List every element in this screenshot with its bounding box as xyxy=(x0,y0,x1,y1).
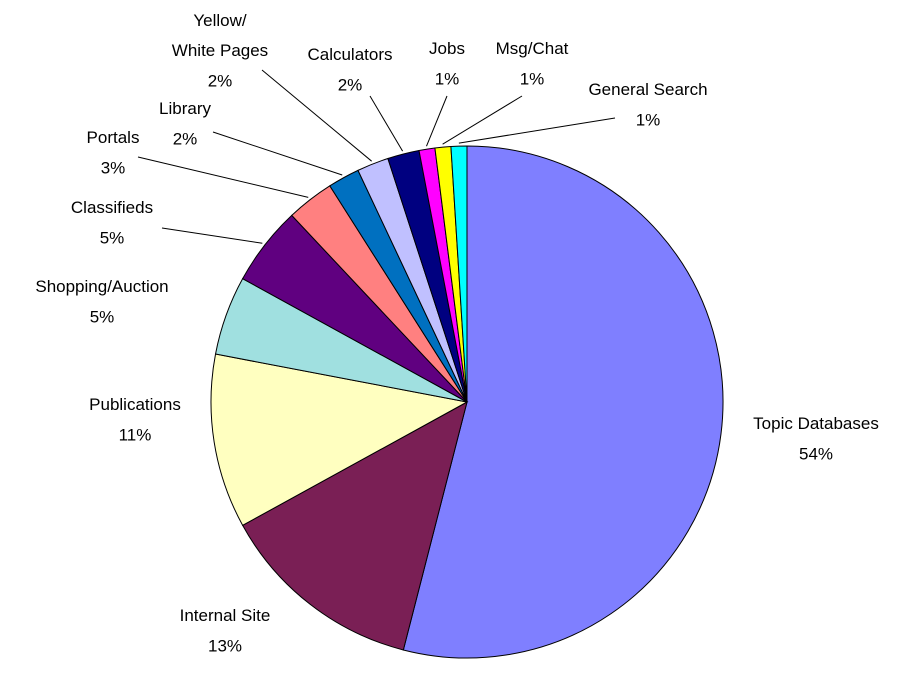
slice-value-label: 54% xyxy=(799,444,833,463)
slice-value-label: 5% xyxy=(100,228,125,247)
slice-value-label: 1% xyxy=(520,69,545,88)
slice-value-label: 2% xyxy=(338,75,363,94)
slice-value-label: 13% xyxy=(208,636,242,655)
leader-line xyxy=(458,117,616,144)
slice-label: Yellow/White Pages xyxy=(172,11,268,60)
slice-label: Library xyxy=(159,99,211,118)
leader-line xyxy=(137,156,309,198)
slice-label: Shopping/Auction xyxy=(35,277,168,296)
slice-value-label: 1% xyxy=(435,69,460,88)
leader-line xyxy=(212,131,343,176)
slice-label: Topic Databases xyxy=(753,414,879,433)
slice-value-label: 2% xyxy=(173,129,198,148)
slice-label: General Search xyxy=(588,80,707,99)
pie-slice xyxy=(210,353,469,527)
slice-value-label: 2% xyxy=(208,71,233,90)
slice-label: Publications xyxy=(89,395,181,414)
pie-slice xyxy=(241,401,468,651)
slice-value-label: 1% xyxy=(636,110,661,129)
leader-line xyxy=(442,95,523,145)
leader-line xyxy=(369,95,404,152)
slice-label: Msg/Chat xyxy=(496,39,569,58)
slice-label: Classifieds xyxy=(71,198,153,217)
slice-value-label: 11% xyxy=(119,425,152,444)
slice-label: Internal Site xyxy=(180,606,271,625)
pie-slice xyxy=(450,145,468,403)
leader-line xyxy=(426,95,448,147)
slice-label: Portals xyxy=(87,128,140,147)
slice-label: Calculators xyxy=(307,45,392,64)
slice-value-label: 3% xyxy=(101,158,126,177)
leader-line xyxy=(261,69,372,162)
pie-slice xyxy=(402,145,724,659)
leader-line xyxy=(161,227,263,244)
slice-value-label: 5% xyxy=(90,307,115,326)
slice-label: Jobs xyxy=(429,39,465,58)
